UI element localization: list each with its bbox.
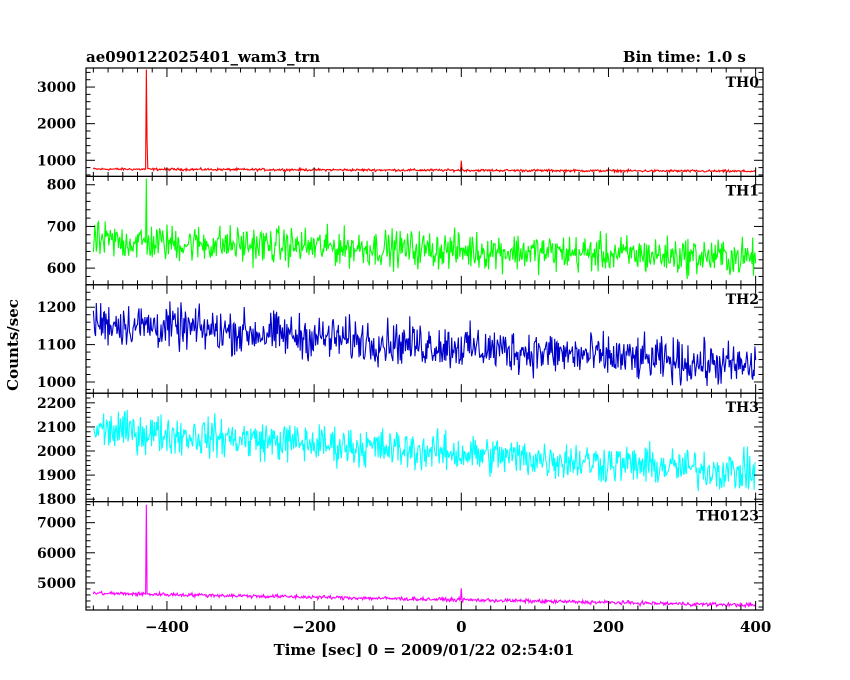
y-tick-label: 2100: [37, 420, 76, 436]
panel-label-th1: TH1: [726, 183, 759, 199]
y-tick-label: 600: [47, 261, 76, 277]
chart-title: ae090122025401_wam3_trn: [86, 48, 320, 66]
y-tick-label: 6000: [37, 546, 76, 562]
panel-label-th2: TH2: [726, 292, 759, 308]
y-tick-label: 5000: [37, 576, 76, 592]
series-line-th3: [92, 409, 756, 492]
panel-label-th3: TH3: [726, 400, 759, 416]
y-axis-label: Counts/sec: [4, 299, 22, 391]
y-tick-label: 800: [47, 178, 76, 194]
series-line-th0: [92, 69, 757, 175]
y-tick-label: 1800: [37, 492, 76, 508]
panel-label-th0123: TH0123: [696, 509, 759, 525]
panel-frame-th0123: [85, 501, 764, 611]
series-line-th1: [92, 178, 757, 279]
x-tick-label: 0: [456, 618, 466, 636]
y-tick-label: 1000: [37, 375, 76, 391]
y-tick-label: 7000: [37, 516, 76, 532]
x-tick-label: −200: [292, 618, 336, 636]
panel-frame-th1: [85, 175, 764, 286]
series-line-th2: [92, 301, 757, 387]
y-tick-label: 1000: [37, 153, 76, 169]
y-tick-label: 2000: [37, 117, 76, 133]
y-tick-label: 3000: [37, 80, 76, 96]
panel-frame-th0: [85, 67, 764, 178]
y-tick-label: 2000: [37, 444, 76, 460]
y-tick-label: 2200: [37, 396, 76, 412]
x-tick-label: 200: [593, 618, 624, 636]
y-tick-label: 1900: [37, 468, 76, 484]
y-tick-label: 1100: [37, 338, 76, 354]
x-tick-label: −400: [145, 618, 189, 636]
bin-time-label: Bin time: 1.0 s: [623, 48, 746, 66]
x-axis-label: Time [sec] 0 = 2009/01/22 02:54:01: [274, 641, 575, 659]
x-tick-label: 400: [740, 618, 771, 636]
y-tick-label: 1200: [37, 300, 76, 316]
series-line-th0123: [92, 504, 756, 609]
y-tick-label: 700: [47, 219, 76, 235]
panel-label-th0: TH0: [726, 75, 760, 91]
